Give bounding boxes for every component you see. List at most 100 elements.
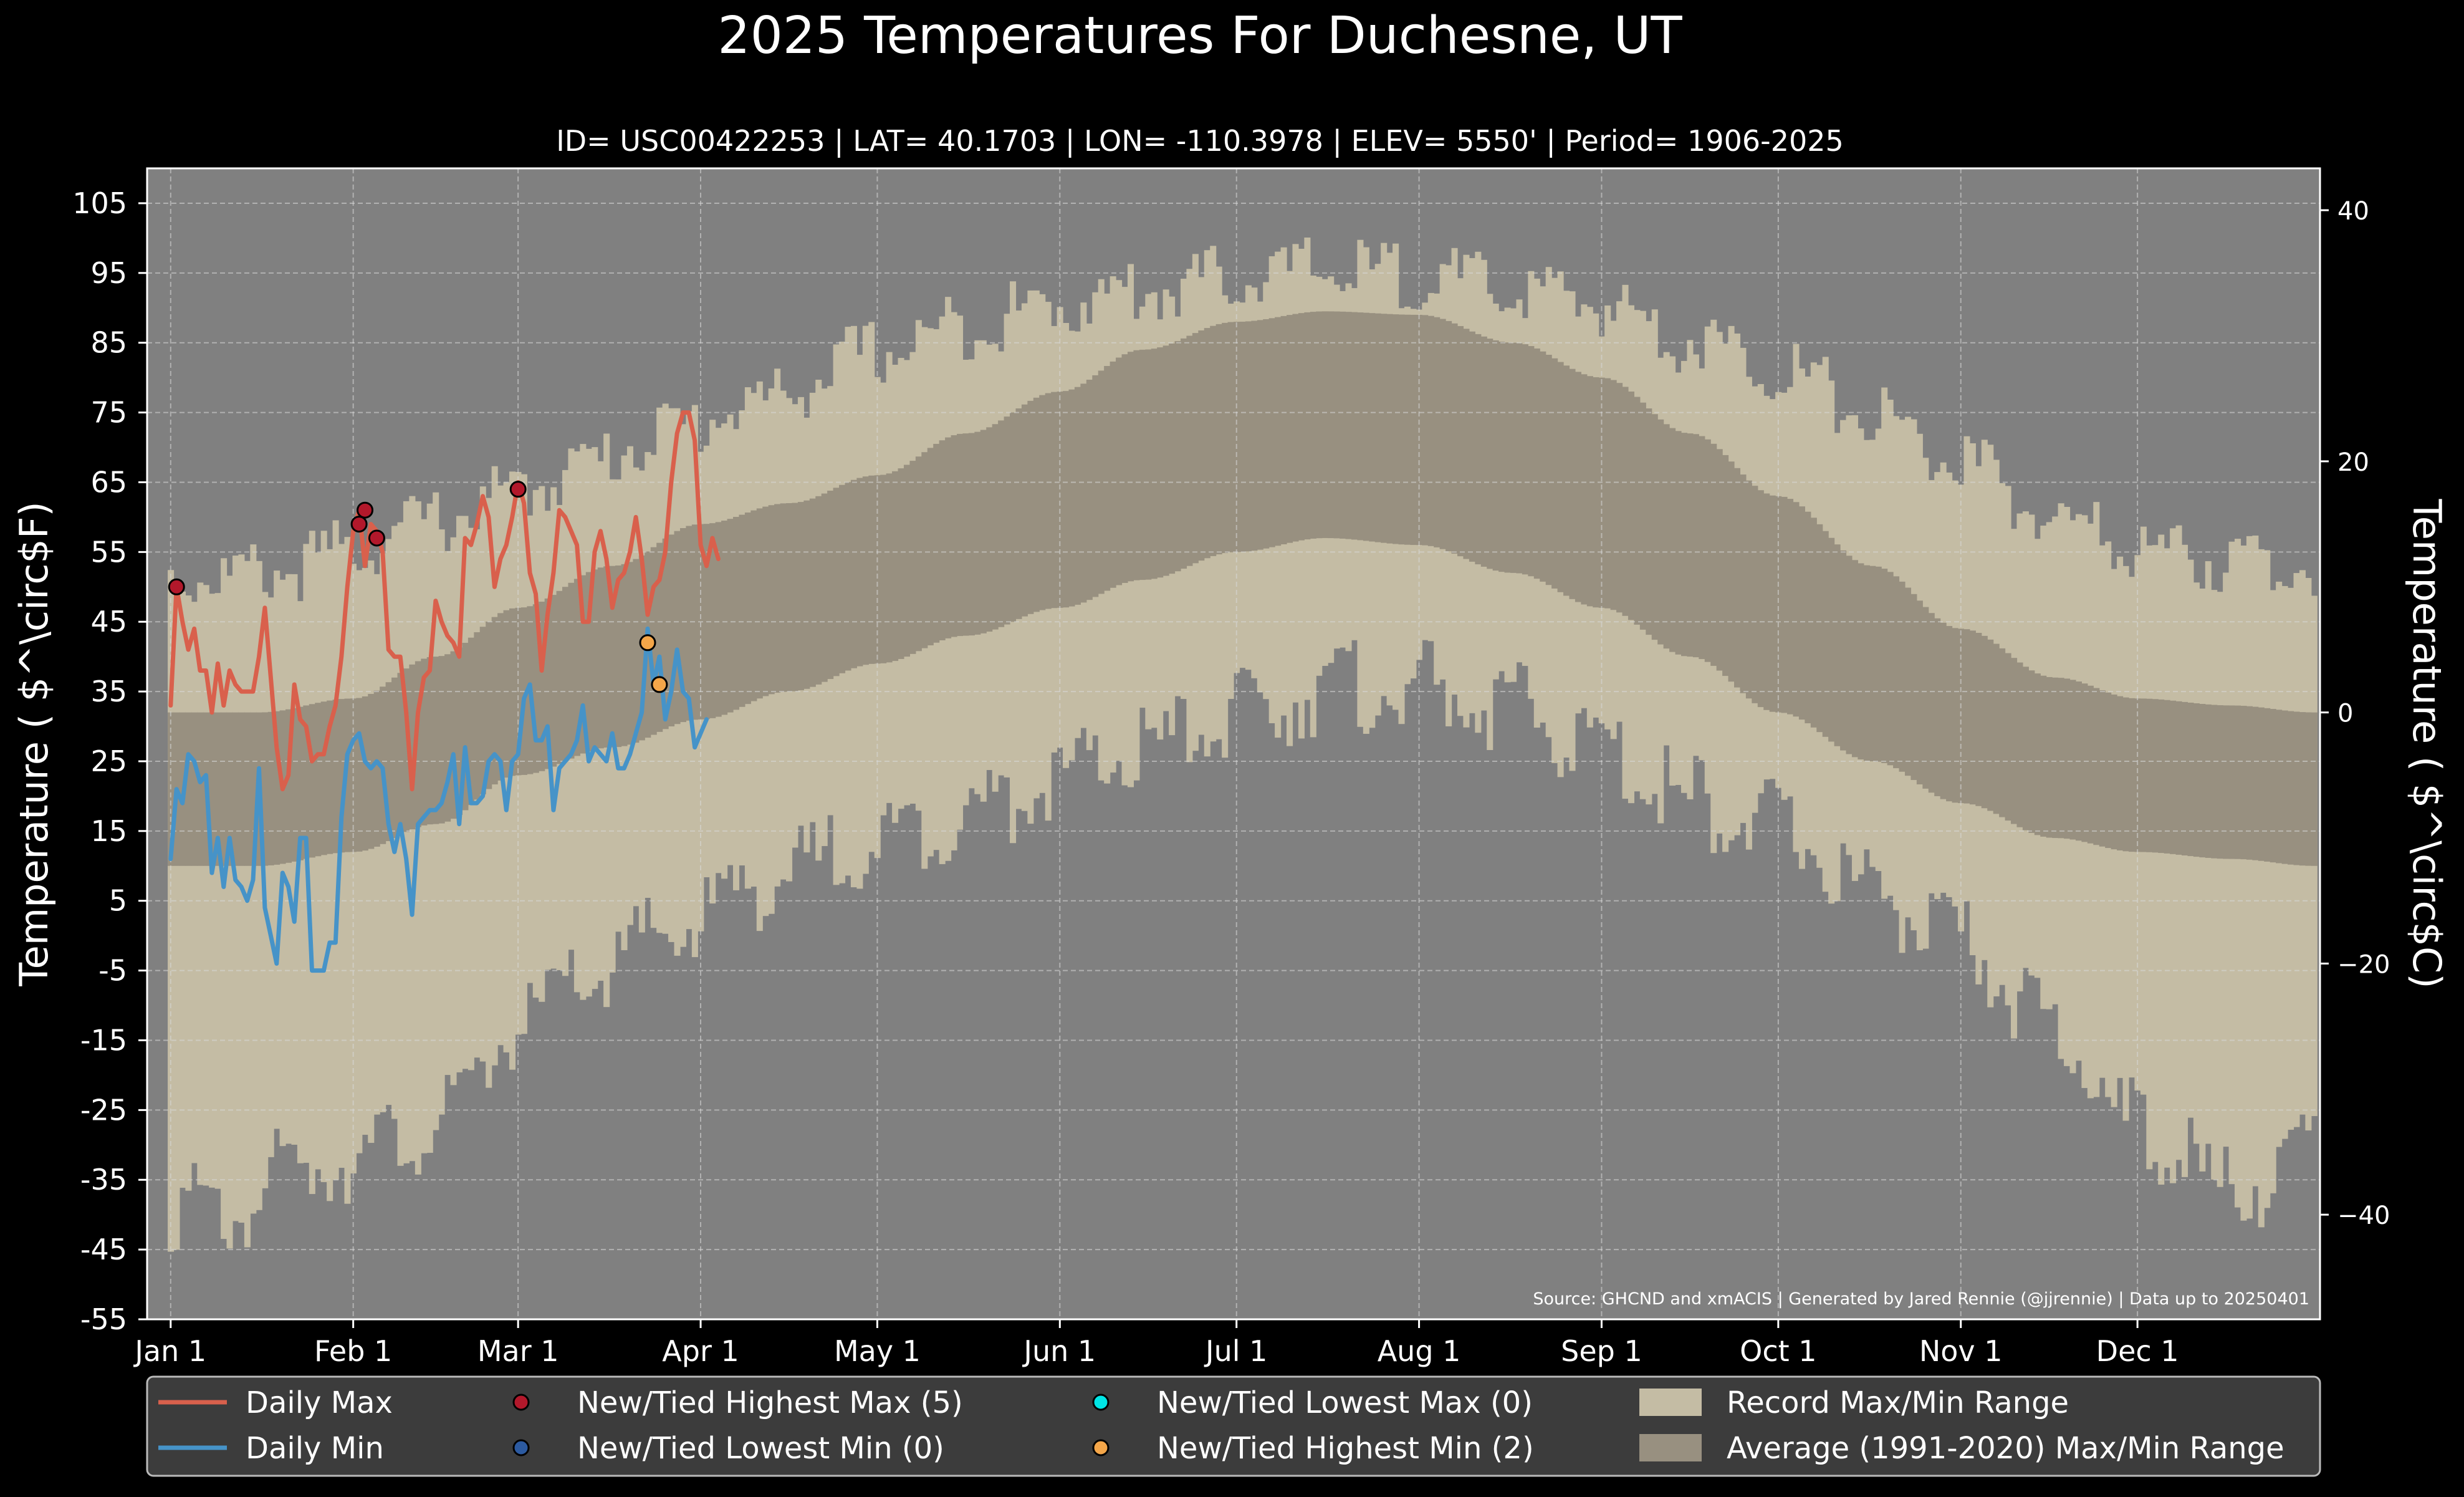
record-range-bar — [244, 561, 251, 1248]
x-tick-label: Nov 1 — [1919, 1334, 2003, 1368]
y-tick-label-left: 95 — [90, 256, 127, 290]
average-range-bar — [1210, 325, 1217, 556]
record-range-bar — [2235, 539, 2241, 1208]
average-range-bar — [1963, 629, 1970, 804]
average-range-bar — [1634, 397, 1641, 625]
average-range-bar — [1692, 434, 1699, 658]
record-range-bar — [327, 549, 333, 1201]
average-range-bar — [821, 493, 828, 682]
average-range-bar — [2240, 706, 2247, 860]
average-range-bar — [486, 622, 492, 789]
average-range-bar — [933, 443, 940, 643]
record-range-bar — [2223, 572, 2230, 1147]
average-range-bar — [1275, 317, 1282, 546]
average-range-bar — [1669, 428, 1676, 652]
average-range-bar — [403, 668, 410, 832]
y-tick-label-left: -35 — [80, 1163, 127, 1196]
average-range-bar — [1063, 391, 1070, 608]
average-range-bar — [2211, 705, 2218, 859]
legend-new-tied-lowest-max-0-label: New/Tied Lowest Max (0) — [1157, 1385, 1533, 1420]
average-range-bar — [1816, 524, 1823, 733]
record-range-bar — [2193, 582, 2200, 1144]
average-range-bar — [1463, 329, 1470, 559]
average-range-bar — [998, 420, 1005, 627]
average-range-bar — [1533, 348, 1540, 579]
record-range-bar — [2228, 541, 2235, 1185]
average-range-bar — [833, 488, 840, 676]
average-range-bar — [550, 595, 557, 767]
record-range-bar — [2252, 535, 2259, 1187]
record-range-bar — [2152, 545, 2159, 1162]
average-range-bar — [1516, 343, 1523, 574]
record-range-bar — [185, 595, 192, 1191]
average-range-bar — [1528, 346, 1535, 577]
average-range-bar — [626, 562, 633, 745]
average-range-bar — [986, 427, 993, 632]
average-range-bar — [462, 642, 469, 811]
average-range-bar — [774, 504, 781, 693]
average-range-bar — [185, 712, 192, 866]
average-range-bar — [1887, 572, 1894, 766]
average-range-bar — [1369, 313, 1376, 542]
average-range-bar — [467, 637, 474, 806]
average-range-bar — [1604, 378, 1611, 609]
average-range-bar — [2293, 711, 2300, 865]
average-range-bar — [898, 468, 904, 659]
average-range-bar — [433, 657, 439, 824]
average-range-bar — [921, 452, 928, 648]
record-range-bar — [173, 585, 180, 1250]
average-range-bar — [1740, 474, 1747, 693]
average-range-bar — [1045, 393, 1052, 609]
average-range-bar — [956, 433, 964, 637]
average-range-bar — [562, 587, 569, 761]
average-range-bar — [362, 696, 368, 851]
y-tick-label-left: -25 — [80, 1093, 127, 1127]
average-range-bar — [1316, 311, 1323, 539]
average-range-bar — [544, 598, 551, 769]
average-range-bar — [1975, 633, 1982, 806]
average-range-bar — [1993, 643, 2000, 814]
record-range-bar — [320, 531, 327, 1182]
record-range-bar — [2146, 545, 2153, 1170]
average-range-bar — [2193, 703, 2200, 857]
average-range-bar — [2064, 678, 2071, 839]
average-range-bar — [409, 664, 416, 830]
record-range-bar — [315, 552, 322, 1170]
average-range-bar — [1699, 436, 1705, 660]
average-range-bar — [727, 519, 734, 713]
average-range-bar — [962, 433, 969, 636]
average-range-bar — [1015, 408, 1022, 619]
average-range-bar — [1033, 397, 1040, 612]
average-range-bar — [1563, 365, 1570, 596]
legend-average-1991-2020-max-min-range-label: Average (1991-2020) Max/Min Range — [1727, 1431, 2284, 1466]
average-range-bar — [2175, 701, 2182, 855]
average-range-bar — [780, 503, 787, 692]
record-range-bar — [267, 597, 274, 1157]
average-range-bar — [1357, 312, 1364, 541]
record-range-bar — [221, 558, 228, 1239]
average-range-bar — [1257, 320, 1263, 550]
record-range-bar — [2211, 590, 2218, 1180]
average-range-bar — [1404, 314, 1411, 545]
average-range-bar — [1398, 314, 1405, 545]
average-range-bar — [1781, 496, 1788, 713]
average-range-bar — [1646, 408, 1652, 635]
legend-new-tied-lowest-min-0-label: New/Tied Lowest Min (0) — [577, 1431, 944, 1466]
average-range-bar — [197, 712, 204, 866]
average-range-bar — [1504, 342, 1511, 573]
legend-items: Daily Max Daily Min New/Tied Highest Max (… — [158, 1385, 2284, 1466]
average-range-bar — [1192, 333, 1199, 564]
average-range-bar — [327, 700, 333, 854]
average-range-bar — [580, 575, 587, 754]
record-range-bar — [214, 593, 221, 1189]
average-range-bar — [1745, 480, 1752, 699]
average-range-bar — [385, 682, 392, 842]
average-range-bar — [250, 712, 257, 866]
average-range-bar — [1928, 613, 1935, 793]
average-range-bar — [450, 651, 457, 819]
average-range-bar — [1716, 449, 1723, 671]
highest-max-marker — [350, 516, 368, 533]
y-axis-left-label: Temperature ( $^\circ$F) — [11, 501, 57, 986]
average-range-bar — [1245, 321, 1252, 552]
average-range-bar — [1351, 312, 1358, 540]
